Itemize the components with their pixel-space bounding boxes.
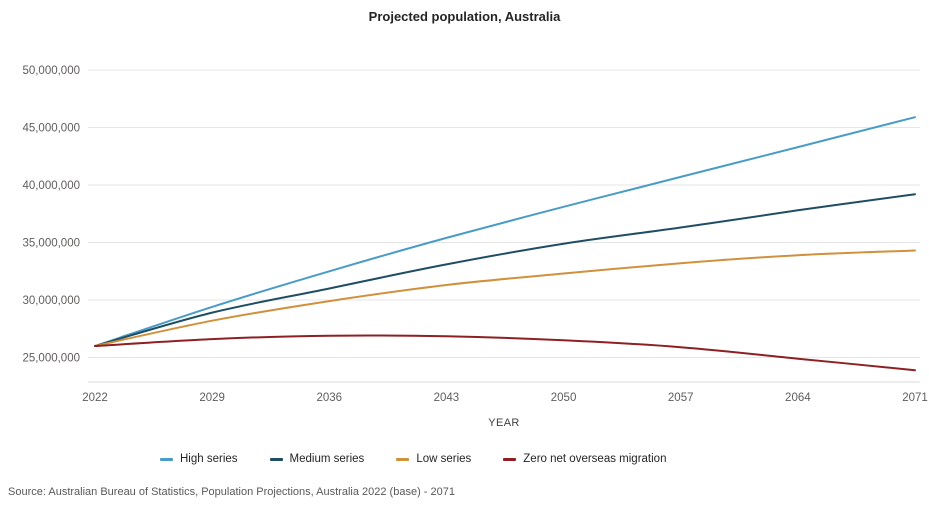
legend: High series Medium series Low series Zero n… xyxy=(160,453,666,465)
series-line-high-series xyxy=(94,116,916,347)
series-line-low-series xyxy=(94,249,916,347)
legend-dash-icon xyxy=(503,457,517,461)
y-axis-tick-label: 40,000,000 xyxy=(22,180,80,192)
source-note: Source: Australian Bureau of Statistics,… xyxy=(8,486,455,498)
x-axis-tick-label: 2071 xyxy=(902,392,928,404)
x-axis-tick-label: 2057 xyxy=(668,392,694,404)
legend-item-high-series[interactable]: High series xyxy=(160,453,238,465)
plot-area: 50,000,000 45,000,000 40,000,000 35,000,000… xyxy=(22,65,928,404)
legend-dash-icon xyxy=(269,457,283,461)
series-line-medium-series xyxy=(94,193,916,347)
x-axis-title: YEAR xyxy=(488,417,520,429)
x-axis-tick-label: 2064 xyxy=(785,392,811,404)
legend-label: Medium series xyxy=(289,453,365,465)
legend-label: High series xyxy=(180,453,238,465)
y-axis-tick-label: 45,000,000 xyxy=(22,123,80,135)
legend-label: Low series xyxy=(416,453,472,465)
x-axis-tick-label: 2050 xyxy=(551,392,577,404)
x-axis-tick-label: 2029 xyxy=(199,392,225,404)
legend-item-medium-series[interactable]: Medium series xyxy=(269,453,365,465)
legend-item-zero-net-overseas-migration[interactable]: Zero net overseas migration xyxy=(503,453,666,465)
y-axis-tick-label: 30,000,000 xyxy=(22,295,80,307)
x-axis-tick-label: 2022 xyxy=(82,392,108,404)
legend-label: Zero net overseas migration xyxy=(523,453,667,465)
y-axis-tick-label: 25,000,000 xyxy=(22,353,80,365)
series-line-zero-net-overseas-migration xyxy=(94,334,916,372)
y-axis-tick-label: 50,000,000 xyxy=(22,65,80,77)
x-axis-tick-label: 2043 xyxy=(434,392,460,404)
x-axis-tick-label: 2036 xyxy=(316,392,342,404)
chart-title: Projected population, Australia xyxy=(368,9,561,24)
legend-dash-icon xyxy=(396,457,410,461)
y-axis-tick-label: 35,000,000 xyxy=(22,238,80,250)
legend-item-low-series[interactable]: Low series xyxy=(396,453,471,465)
legend-dash-icon xyxy=(160,457,173,461)
